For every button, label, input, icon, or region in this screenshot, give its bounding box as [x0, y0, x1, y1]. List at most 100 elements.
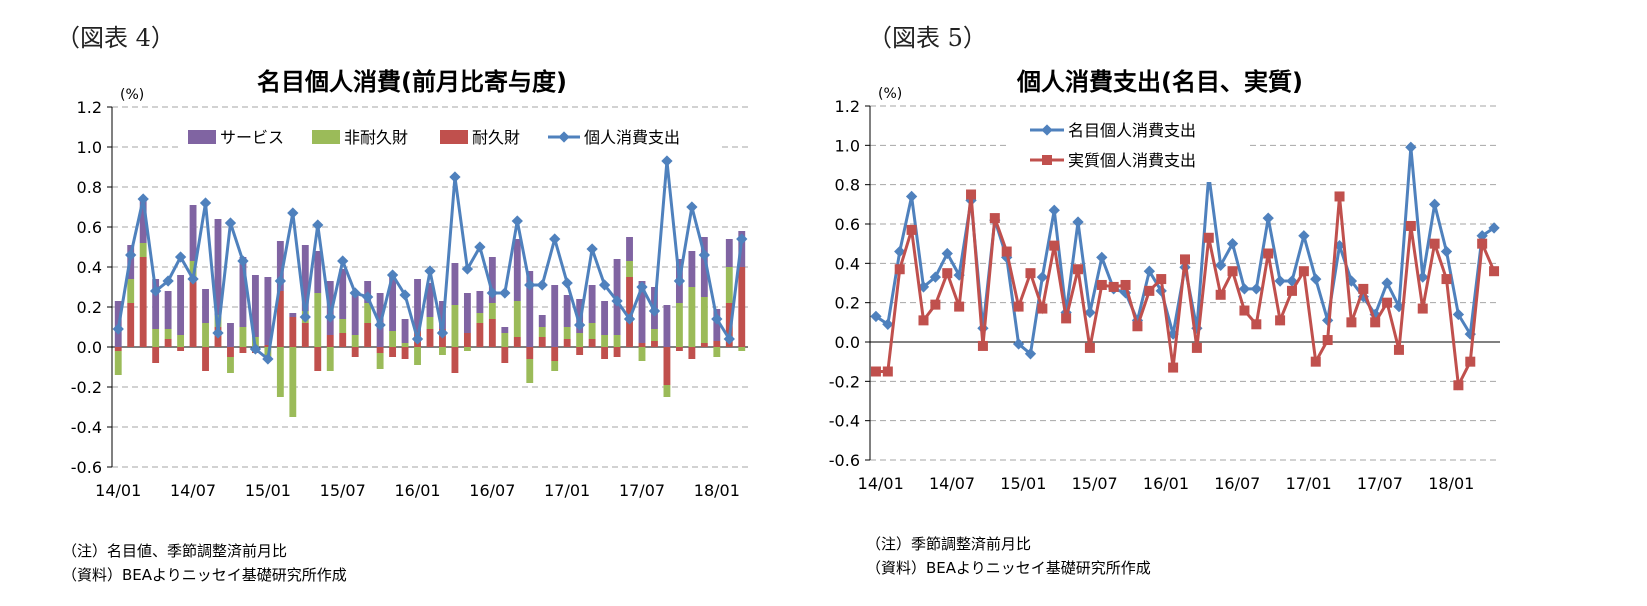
- x-tick-label: 17/01: [1286, 474, 1332, 493]
- bar-durables: [276, 291, 284, 347]
- x-tick-label: 14/07: [929, 474, 975, 493]
- legend-label: サービス: [220, 128, 284, 147]
- point-nominal-pce: [905, 190, 918, 203]
- bar-services: [476, 291, 484, 313]
- bar-nondurables: [538, 327, 546, 337]
- y-tick-label: 0.0: [77, 338, 102, 357]
- point-pce: [648, 305, 661, 317]
- bar-services: [301, 245, 309, 311]
- point-pce: [623, 313, 636, 325]
- bar-nondurables: [339, 319, 347, 333]
- bar-services: [426, 283, 434, 317]
- bar-durables: [239, 347, 247, 353]
- bar-nondurables: [364, 303, 372, 323]
- point-real-pce: [1203, 232, 1214, 243]
- chart-title: 個人消費支出(名目、実質): [1016, 68, 1303, 96]
- y-tick-label: 0.8: [835, 176, 860, 195]
- point-pce: [511, 215, 523, 227]
- y-tick-label: 1.2: [77, 98, 102, 117]
- point-real-pce: [1441, 274, 1452, 285]
- bar-nondurables: [663, 385, 671, 397]
- bar-services: [700, 237, 708, 297]
- point-real-pce: [1168, 362, 1179, 373]
- bar-durables: [164, 339, 172, 347]
- point-real-pce: [1489, 266, 1500, 277]
- y-tick-label: 0.4: [77, 258, 102, 277]
- y-tick-label: 1.0: [835, 136, 860, 155]
- bar-durables: [389, 347, 397, 357]
- bar-durables: [289, 317, 297, 347]
- point-real-pce: [1382, 297, 1393, 308]
- bar-durables: [264, 345, 272, 347]
- bar-nondurables: [177, 335, 185, 347]
- point-real-pce: [1049, 240, 1060, 251]
- point-pce: [374, 319, 386, 331]
- bar-services: [501, 327, 509, 333]
- point-pce: [723, 333, 735, 345]
- x-tick-label: 15/07: [1072, 474, 1118, 493]
- x-tick-label: 18/01: [1428, 474, 1474, 493]
- bar-nondurables: [588, 323, 596, 339]
- bar-services: [251, 275, 259, 337]
- point-real-pce: [1073, 264, 1084, 275]
- point-real-pce: [1120, 279, 1131, 290]
- bar-nondurables: [651, 329, 658, 341]
- bar-nondurables: [576, 333, 584, 347]
- point-pce: [549, 233, 561, 245]
- bar-nondurables: [326, 347, 334, 371]
- x-tick-label: 14/07: [170, 481, 216, 500]
- bar-services: [588, 285, 596, 323]
- point-real-pce: [1013, 301, 1024, 312]
- point-real-pce: [1370, 317, 1381, 328]
- bar-durables: [588, 339, 596, 347]
- y-tick-label: -0.6: [829, 451, 860, 470]
- point-real-pce: [1156, 274, 1167, 285]
- point-pce: [262, 353, 274, 365]
- bar-nondurables: [675, 303, 683, 347]
- bar-nondurables: [439, 347, 446, 355]
- x-tick-label: 17/01: [544, 481, 590, 500]
- point-pce: [312, 219, 324, 231]
- y-tick-label: 1.2: [835, 97, 860, 116]
- bar-durables: [426, 329, 434, 347]
- bar-nondurables: [613, 335, 621, 347]
- point-real-pce: [1025, 268, 1036, 279]
- point-real-pce: [954, 301, 965, 312]
- bar-services: [202, 289, 209, 323]
- point-pce: [274, 275, 287, 287]
- bar-nondurables: [451, 305, 459, 347]
- bar-nondurables: [414, 347, 421, 365]
- legend-label: 名目個人消費支出: [1068, 121, 1196, 140]
- bar-durables: [339, 333, 347, 347]
- legend-marker: [1042, 155, 1052, 165]
- point-pce: [174, 251, 187, 263]
- legend-label: 耐久財: [472, 128, 520, 147]
- point-pce: [299, 311, 311, 323]
- point-nominal-pce: [941, 247, 953, 260]
- y-tick-label: -0.4: [71, 418, 102, 437]
- bar-nondurables: [289, 347, 297, 417]
- y-tick-label: 0.8: [77, 178, 102, 197]
- bar-nondurables: [202, 323, 209, 347]
- bar-durables: [488, 319, 496, 347]
- point-pce: [249, 343, 262, 355]
- bar-durables: [638, 343, 646, 347]
- legend-swatch: [312, 130, 340, 144]
- bar-durables: [376, 347, 384, 353]
- y-tick-label: 0.2: [77, 298, 102, 317]
- point-pce: [499, 287, 511, 299]
- point-pce: [386, 269, 399, 281]
- point-real-pce: [1477, 238, 1488, 249]
- point-real-pce: [1108, 281, 1119, 292]
- bar-services: [227, 323, 234, 347]
- bar-durables: [526, 347, 534, 359]
- y-unit-label: (%): [878, 86, 902, 102]
- bar-durables: [513, 337, 521, 347]
- figure5-label: （図表 5）: [868, 24, 987, 52]
- point-pce: [461, 263, 474, 275]
- bar-services: [189, 205, 197, 261]
- bar-nondurables: [189, 261, 197, 277]
- point-pce: [187, 273, 199, 285]
- point-pce: [361, 291, 374, 303]
- bar-services: [513, 239, 521, 301]
